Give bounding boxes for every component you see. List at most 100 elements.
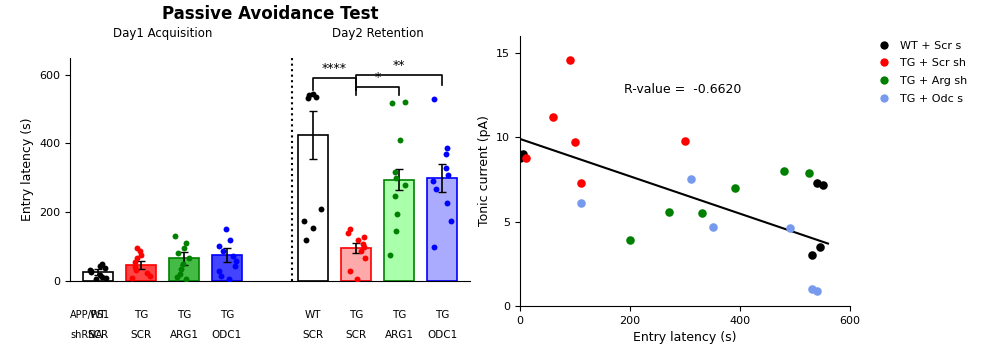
Point [175,261,191,266]
Bar [83,272,113,281]
Bar [212,255,242,281]
Point [812,244,828,250]
Point [350,237,366,243]
Bar [341,248,371,281]
Point [305,225,321,230]
Point [426,96,442,102]
Point [801,170,817,176]
Text: ODC1: ODC1 [427,330,457,340]
Point [356,234,372,240]
Point [221,276,237,282]
Point [776,168,792,174]
Point [124,275,140,281]
Point [296,218,312,224]
Point [92,272,108,278]
Point [215,248,231,253]
Text: SCR: SCR [87,330,109,340]
Text: WT: WT [305,310,321,320]
Point [92,264,108,269]
Point [300,95,316,101]
Point [128,267,144,273]
Text: ARG1: ARG1 [385,330,414,340]
Point [169,274,185,280]
Point [173,266,189,272]
Text: ODC1: ODC1 [212,330,242,340]
Point [127,259,143,265]
Point [129,245,145,251]
Bar [427,178,457,281]
Point [518,155,534,161]
Point [622,237,638,243]
Point [440,172,456,178]
Point [392,137,408,143]
Point [572,180,588,186]
Point [387,193,403,198]
Point [305,91,321,97]
Point [178,276,194,282]
Point [782,225,798,231]
Point [127,264,143,270]
Bar [126,265,156,281]
Point [438,152,454,157]
Point [356,244,372,250]
Point [353,248,369,253]
Point [397,99,413,104]
Point [181,256,197,261]
X-axis label: Entry latency (s): Entry latency (s) [633,331,737,344]
Point [88,276,104,282]
Point [355,241,371,247]
Bar [384,180,414,281]
Point [562,57,578,63]
Point [512,155,528,161]
Point [425,177,441,183]
Point [176,245,192,251]
Point [178,240,194,246]
Text: *: * [374,71,381,84]
Point [129,256,145,261]
Point [211,243,227,249]
Text: ARG1: ARG1 [169,330,198,340]
Point [94,274,110,280]
Text: shRNA: shRNA [70,330,102,340]
Point [94,261,110,267]
Point [340,230,356,236]
Point [308,94,324,100]
Point [727,185,743,191]
Point [167,233,183,239]
Legend: WT + Scr s, TG + Scr sh, TG + Arg sh, TG + Odc s: WT + Scr s, TG + Scr sh, TG + Arg sh, TG… [869,36,972,108]
Point [809,180,825,186]
Text: ****: **** [322,62,347,76]
Point [567,139,583,145]
Point [213,273,229,279]
Point [225,253,241,259]
Text: Day1 Acquisition: Day1 Acquisition [113,27,212,40]
Point [515,151,531,157]
Point [804,286,820,292]
Text: TG: TG [177,310,191,320]
Point [382,252,398,258]
Text: R-value =  -0.6620: R-value = -0.6620 [624,83,742,96]
Point [661,208,677,214]
Point [357,256,373,261]
Point [142,273,158,279]
Bar [169,258,199,281]
Point [98,275,114,281]
Point [170,251,186,256]
Text: TG: TG [392,310,406,320]
Point [342,268,358,274]
Point [301,93,317,98]
Point [677,138,693,144]
Point [572,200,588,206]
Text: TG: TG [134,310,148,320]
Point [139,270,155,276]
Text: TG: TG [349,310,363,320]
Y-axis label: Tonic current (pA): Tonic current (pA) [478,116,491,226]
Point [218,226,234,232]
Text: SCR: SCR [130,330,152,340]
Point [387,169,403,175]
Point [133,252,149,258]
Point [439,200,455,206]
Point [384,100,400,106]
Title: Passive Avoidance Test: Passive Avoidance Test [162,5,378,23]
Point [132,248,148,253]
